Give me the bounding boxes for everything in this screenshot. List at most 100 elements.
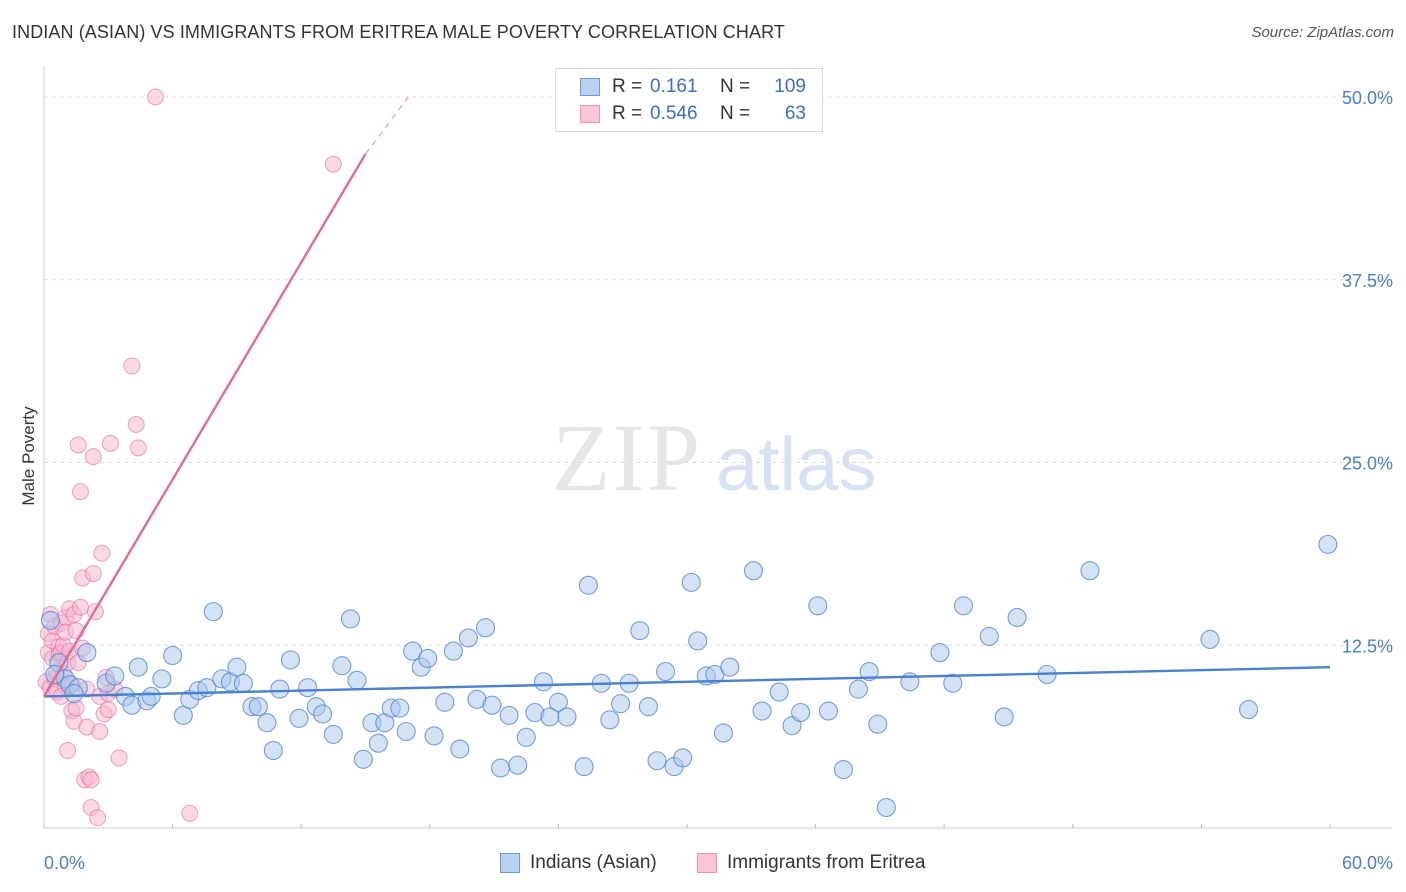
data-point-indians xyxy=(332,656,352,676)
data-point-eritrea xyxy=(127,415,145,433)
legend-r-label: R = xyxy=(612,103,643,124)
data-point-indians xyxy=(152,669,172,689)
data-point-eritrea xyxy=(71,598,89,616)
legend-r-value: 0.546 xyxy=(650,103,698,124)
data-point-indians xyxy=(1080,561,1100,581)
data-point-indians xyxy=(257,713,277,733)
legend-n-value: 109 xyxy=(774,76,806,97)
data-point-eritrea xyxy=(99,701,117,719)
legend-r-label: R = xyxy=(612,76,643,97)
data-point-eritrea xyxy=(181,804,199,822)
source-label: Source: ZipAtlas.com xyxy=(1251,24,1394,41)
data-point-indians xyxy=(128,657,148,677)
data-point-indians xyxy=(1200,629,1220,649)
data-point-indians xyxy=(280,650,301,670)
data-point-eritrea xyxy=(69,436,87,454)
x-tick-label: 60.0% xyxy=(1342,853,1393,873)
data-point-indians xyxy=(64,683,84,704)
data-point-indians xyxy=(720,657,740,677)
data-point-indians xyxy=(743,561,763,581)
data-point-eritrea xyxy=(89,809,107,827)
trend-line-eritrea-extension xyxy=(365,96,409,155)
data-point-eritrea xyxy=(101,434,119,452)
legend-n-label: N = xyxy=(720,76,751,97)
legend-r-value: 0.161 xyxy=(650,76,698,97)
data-point-indians xyxy=(808,596,828,616)
data-point-indians xyxy=(289,708,309,728)
data-point-eritrea xyxy=(93,544,111,562)
data-point-indians xyxy=(769,682,789,702)
legend-label-eritrea: Immigrants from Eritrea xyxy=(727,852,926,873)
legend-swatch-pink xyxy=(580,105,600,123)
data-point-indians xyxy=(368,733,388,753)
data-point-indians xyxy=(340,609,361,629)
data-point-indians xyxy=(876,797,896,818)
data-point-indians xyxy=(868,714,888,734)
data-point-eritrea xyxy=(129,439,147,457)
y-tick-label: 12.5% xyxy=(1342,636,1393,656)
data-point-indians xyxy=(752,701,772,721)
chart-title: INDIAN (ASIAN) VS IMMIGRANTS FROM ERITRE… xyxy=(12,22,785,42)
data-point-indians xyxy=(233,673,253,693)
watermark-zip: ZIP xyxy=(552,404,702,511)
data-point-eritrea xyxy=(82,771,100,789)
data-point-indians xyxy=(1007,607,1027,628)
data-point-eritrea xyxy=(59,742,77,760)
legend-item-indians: Indians (Asian) xyxy=(500,852,657,874)
legend-row-eritrea: R = 0.546 N = 63 xyxy=(580,102,806,126)
data-point-eritrea xyxy=(123,357,141,375)
data-point-indians xyxy=(435,692,455,712)
data-point-indians xyxy=(656,662,676,682)
data-point-indians xyxy=(533,672,553,692)
legend-n-value: 63 xyxy=(784,103,806,124)
data-point-indians xyxy=(313,704,333,724)
data-point-eritrea xyxy=(110,749,128,767)
legend-item-eritrea: Immigrants from Eritrea xyxy=(697,852,925,874)
data-point-indians xyxy=(848,679,869,699)
data-point-indians xyxy=(1318,534,1338,554)
data-point-indians xyxy=(475,618,496,638)
data-point-eritrea xyxy=(84,565,102,583)
data-point-indians xyxy=(390,698,410,718)
data-point-indians xyxy=(270,679,290,699)
data-point-indians xyxy=(482,695,502,715)
data-point-indians xyxy=(347,670,367,690)
data-point-indians xyxy=(791,702,811,723)
data-point-indians xyxy=(40,610,60,630)
data-point-indians xyxy=(713,723,733,743)
data-point-indians xyxy=(979,626,999,647)
data-point-indians xyxy=(450,739,470,759)
data-point-indians xyxy=(227,657,247,677)
data-point-indians xyxy=(173,705,193,725)
data-point-indians xyxy=(248,697,268,717)
data-point-indians xyxy=(77,643,97,663)
data-point-indians xyxy=(443,641,463,661)
data-point-indians xyxy=(673,748,693,768)
data-point-indians xyxy=(557,707,577,727)
data-point-indians xyxy=(548,692,568,712)
data-point-eritrea xyxy=(91,723,109,741)
data-point-indians xyxy=(574,757,594,777)
data-point-indians xyxy=(298,678,318,698)
data-point-indians xyxy=(508,755,528,775)
data-point-indians xyxy=(105,666,125,686)
legend-row-indians: R = 0.161 N = 109 xyxy=(580,75,806,99)
legend-swatch-pink xyxy=(697,853,717,873)
data-point-eritrea xyxy=(84,448,102,466)
data-point-indians xyxy=(424,726,444,746)
data-point-indians xyxy=(490,758,511,778)
data-point-indians xyxy=(833,759,854,780)
data-point-indians xyxy=(630,621,650,641)
y-tick-label: 37.5% xyxy=(1342,271,1393,291)
legend-n-label: N = xyxy=(720,103,751,124)
data-point-indians xyxy=(1239,700,1259,720)
stats-legend: R = 0.161 N = 109 R = 0.546 N = 63 xyxy=(555,68,823,132)
data-point-indians xyxy=(323,724,343,744)
data-point-indians xyxy=(859,662,879,682)
data-point-eritrea xyxy=(146,88,164,106)
data-point-indians xyxy=(263,740,283,761)
data-point-indians xyxy=(688,631,708,651)
legend-label-indians: Indians (Asian) xyxy=(530,852,657,873)
data-point-indians xyxy=(458,628,478,648)
data-point-indians xyxy=(141,686,161,706)
